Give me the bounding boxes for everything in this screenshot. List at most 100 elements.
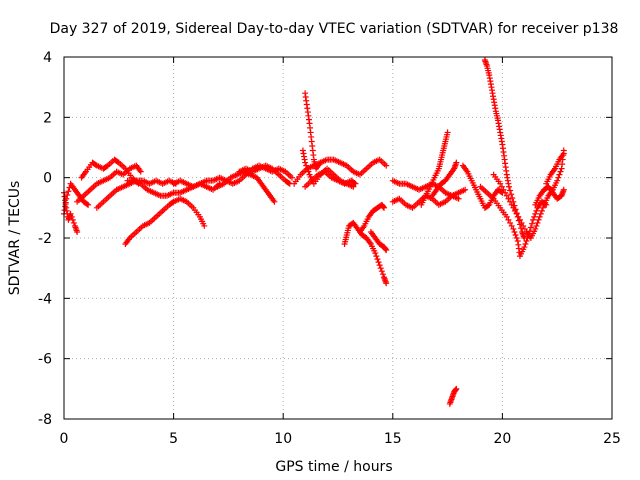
data-point — [507, 219, 514, 226]
data-point — [84, 201, 91, 208]
data-point — [379, 271, 386, 278]
x-axis-label: GPS time / hours — [275, 459, 392, 475]
data-point — [538, 207, 545, 214]
data-point — [513, 210, 520, 217]
y-tick-label: 4 — [43, 50, 52, 66]
data-point — [503, 213, 510, 220]
data-point — [510, 225, 517, 232]
data-point — [498, 183, 505, 190]
x-tick-label: 0 — [60, 431, 69, 447]
series-arc10 — [236, 162, 293, 187]
chart-title: Day 327 of 2019, Sidereal Day-to-day VTE… — [50, 21, 619, 37]
data-point — [383, 280, 390, 287]
data-point — [560, 186, 567, 193]
data-point — [67, 210, 74, 217]
data-point — [555, 174, 562, 181]
data-point — [516, 216, 523, 223]
series-arc27 — [532, 183, 567, 208]
data-point — [521, 244, 528, 251]
data-point — [500, 186, 507, 193]
data-point — [515, 213, 522, 220]
series-arc4 — [74, 162, 144, 205]
data-point — [69, 216, 76, 223]
data-point — [352, 180, 359, 187]
data-point — [74, 228, 81, 235]
data-point — [377, 265, 384, 272]
data-point — [505, 183, 512, 190]
data-point — [512, 207, 519, 214]
data-point — [535, 216, 542, 223]
data-point — [376, 262, 383, 269]
data-point — [453, 159, 460, 166]
data-point — [533, 207, 540, 214]
data-point — [522, 241, 529, 248]
data-point — [502, 189, 509, 196]
data-point — [531, 213, 538, 220]
data-point — [374, 256, 381, 263]
data-point — [505, 195, 512, 202]
y-axis-label: SDTVAR / TECUs — [7, 181, 23, 296]
data-point — [378, 268, 385, 275]
data-point — [372, 250, 379, 257]
data-point — [533, 222, 540, 229]
data-point — [285, 179, 292, 186]
data-point — [523, 238, 530, 245]
data-point — [444, 129, 451, 136]
data-point — [508, 222, 515, 229]
data-point — [527, 224, 534, 231]
data-point — [508, 201, 515, 208]
data-point — [462, 186, 469, 193]
data-point — [557, 168, 564, 175]
data-point — [530, 216, 537, 223]
data-point — [507, 198, 514, 205]
data-point — [534, 219, 541, 226]
data-point — [536, 213, 543, 220]
data-point — [556, 171, 563, 178]
series-arc22 — [446, 385, 460, 407]
plot-frame — [63, 56, 613, 420]
data-point — [453, 385, 460, 392]
data-point — [381, 204, 388, 211]
x-tick-label: 15 — [384, 431, 402, 447]
data-point — [539, 204, 546, 211]
series-arc28 — [543, 150, 567, 187]
data-point — [521, 225, 528, 232]
grid — [64, 57, 612, 419]
data-point — [509, 195, 516, 202]
data-point — [85, 201, 92, 208]
x-tick-label: 10 — [274, 431, 292, 447]
data-point — [497, 180, 504, 187]
data-point — [511, 228, 518, 235]
data-point — [351, 179, 358, 186]
series-arc21 — [429, 159, 460, 199]
data-point — [288, 174, 295, 181]
data-point — [302, 159, 309, 166]
data-point — [510, 204, 517, 211]
data-point — [532, 210, 539, 217]
data-point — [505, 216, 512, 223]
data-point — [137, 168, 144, 175]
data-point — [520, 222, 527, 229]
y-tick-label: 0 — [43, 171, 52, 187]
data-point — [201, 222, 208, 229]
series-arc14 — [302, 168, 359, 190]
data-point — [373, 253, 380, 260]
data-point — [513, 235, 520, 241]
data-point — [528, 220, 535, 227]
series-arc17 — [367, 228, 390, 254]
data-point — [508, 191, 515, 198]
x-tick-label: 5 — [169, 431, 178, 447]
data-point — [65, 188, 72, 195]
series-arc25 — [477, 183, 550, 260]
data-point — [68, 213, 75, 220]
data-point — [554, 177, 561, 184]
data-point — [375, 259, 382, 266]
x-tick-label: 25 — [603, 431, 621, 447]
data-point — [560, 150, 567, 157]
series-arc20 — [418, 129, 451, 208]
data-point — [455, 195, 462, 202]
data-point — [507, 187, 514, 194]
x-tick-label: 20 — [493, 431, 511, 447]
y-tick-label: -2 — [38, 231, 52, 247]
